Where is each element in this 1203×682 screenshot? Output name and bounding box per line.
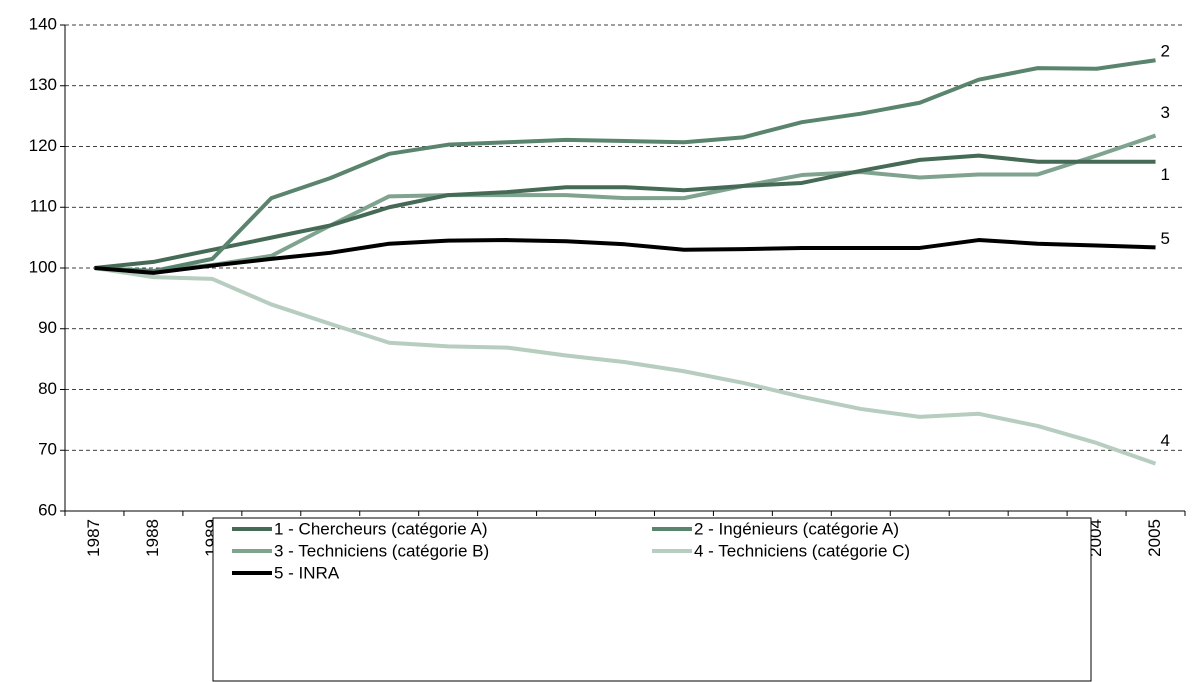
series-line: [94, 153, 1156, 270]
x-tick-label: 2005: [1145, 519, 1164, 557]
legend-label: 5 - INRA: [274, 563, 340, 582]
y-tick-label: 140: [29, 14, 57, 33]
x-tick-label: 1987: [84, 519, 103, 557]
y-tick-label: 60: [38, 500, 57, 519]
y-tick-label: 110: [30, 197, 57, 216]
x-tick-label: 1988: [143, 519, 162, 557]
end-label: 3: [1161, 103, 1170, 122]
legend-label: 2 - Ingénieurs (catégorie A): [694, 519, 899, 538]
legend-label: 1 - Chercheurs (catégorie A): [274, 519, 488, 538]
legend-box: [212, 517, 1092, 682]
series-line: [94, 266, 1157, 466]
series-line: [94, 133, 1157, 274]
series-line: [94, 238, 1156, 275]
series-line: [94, 58, 1156, 274]
legend-label: 3 - Techniciens (catégorie B): [274, 541, 489, 560]
end-label: 1: [1161, 165, 1170, 184]
y-tick-label: 80: [38, 379, 57, 398]
y-tick-label: 100: [29, 257, 57, 276]
end-label: 2: [1161, 42, 1170, 61]
y-tick-label: 130: [29, 75, 57, 94]
y-tick-label: 120: [29, 136, 57, 155]
legend-label: 4 - Techniciens (catégorie C): [694, 541, 910, 560]
y-tick-label: 90: [38, 318, 57, 337]
y-tick-label: 70: [38, 440, 57, 459]
end-label: 5: [1161, 229, 1170, 248]
end-label: 4: [1161, 431, 1170, 450]
